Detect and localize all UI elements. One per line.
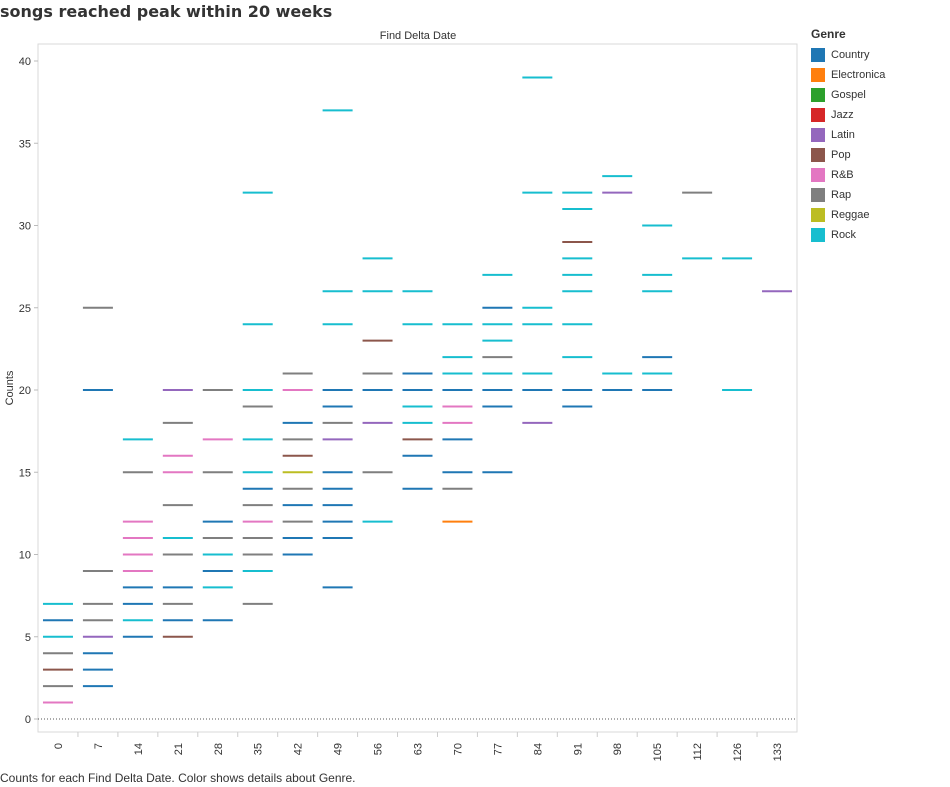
x-axis-ticks: 0 7 14 21 28 35 42 49 56 63 70 77 84 91 98 105 112 126 133 bbox=[53, 732, 784, 761]
x-tick-label: 35 bbox=[253, 743, 265, 755]
legend-title: Genre bbox=[811, 27, 846, 41]
legend-item-pop[interactable]: Pop bbox=[811, 145, 885, 165]
y-tick-label: 15 bbox=[19, 467, 31, 479]
x-tick-label: 28 bbox=[213, 743, 225, 755]
legend-swatch bbox=[811, 88, 825, 102]
legend: Genre Country Electronica Gospel Jazz Latin P… bbox=[811, 27, 885, 245]
legend-label: Rock bbox=[831, 229, 857, 241]
x-tick-label: 77 bbox=[492, 743, 504, 755]
legend-label: Country bbox=[831, 49, 870, 61]
legend-swatch bbox=[811, 228, 825, 242]
legend-swatch bbox=[811, 108, 825, 122]
chart-area: Find Delta Date Counts 0510152025303540 … bbox=[4, 30, 798, 761]
legend-swatch bbox=[811, 68, 825, 82]
legend-swatch bbox=[811, 128, 825, 142]
chart-title: Find Delta Date bbox=[380, 30, 456, 42]
legend-label: R&B bbox=[831, 169, 854, 181]
x-tick-label: 91 bbox=[572, 743, 584, 755]
y-tick-label: 30 bbox=[19, 221, 31, 233]
y-tick-label: 20 bbox=[19, 385, 31, 397]
x-tick-label: 7 bbox=[93, 743, 105, 749]
x-tick-label: 98 bbox=[612, 743, 624, 755]
legend-swatch bbox=[811, 208, 825, 222]
legend-item-electronica[interactable]: Electronica bbox=[811, 65, 885, 85]
legend-item-gospel[interactable]: Gospel bbox=[811, 85, 885, 105]
x-tick-label: 84 bbox=[532, 743, 544, 755]
y-axis-ticks: 0 5 10 15 20 25 30 35 40 bbox=[19, 56, 38, 726]
page-title: songs reached peak within 20 weeks bbox=[0, 2, 333, 21]
x-tick-label: 49 bbox=[333, 743, 345, 755]
legend-item-latin[interactable]: Latin bbox=[811, 125, 885, 145]
legend-label: Gospel bbox=[831, 89, 866, 101]
legend-items: Country Electronica Gospel Jazz Latin Pop R&B R… bbox=[811, 45, 885, 245]
y-tick-label: 40 bbox=[19, 56, 31, 68]
x-tick-label: 112 bbox=[692, 743, 704, 761]
y-tick-label: 0 bbox=[25, 714, 31, 726]
x-tick-label: 105 bbox=[652, 743, 664, 761]
x-tick-label: 14 bbox=[133, 743, 145, 755]
legend-label: Rap bbox=[831, 189, 852, 201]
x-tick-label: 42 bbox=[293, 743, 305, 755]
legend-swatch bbox=[811, 188, 825, 202]
y-axis-label: Counts bbox=[4, 370, 16, 405]
legend-label: Pop bbox=[831, 149, 851, 161]
y-tick-label: 10 bbox=[19, 550, 31, 562]
legend-item-reggae[interactable]: Reggae bbox=[811, 205, 885, 225]
chart-caption: Counts for each Find Delta Date. Color s… bbox=[0, 771, 356, 785]
legend-label: Jazz bbox=[831, 109, 854, 121]
x-tick-label: 63 bbox=[413, 743, 425, 755]
x-tick-label: 126 bbox=[732, 743, 744, 761]
legend-item-jazz[interactable]: Jazz bbox=[811, 105, 885, 125]
legend-item-r-b[interactable]: R&B bbox=[811, 165, 885, 185]
x-tick-label: 133 bbox=[772, 743, 784, 761]
y-tick-label: 5 bbox=[25, 632, 31, 644]
legend-swatch bbox=[811, 168, 825, 182]
y-tick-label: 35 bbox=[19, 138, 31, 150]
x-tick-label: 70 bbox=[452, 743, 464, 755]
x-tick-label: 56 bbox=[373, 743, 385, 755]
plot-frame bbox=[37, 43, 798, 733]
legend-item-rock[interactable]: Rock bbox=[811, 225, 885, 245]
legend-swatch bbox=[811, 48, 825, 62]
legend-label: Reggae bbox=[831, 209, 870, 221]
legend-label: Latin bbox=[831, 129, 855, 141]
data-marks bbox=[42, 76, 793, 704]
x-tick-label: 0 bbox=[53, 743, 65, 749]
legend-swatch bbox=[811, 148, 825, 162]
x-tick-label: 21 bbox=[173, 743, 185, 755]
legend-item-rap[interactable]: Rap bbox=[811, 185, 885, 205]
legend-label: Electronica bbox=[831, 69, 886, 81]
y-tick-label: 25 bbox=[19, 303, 31, 315]
legend-item-country[interactable]: Country bbox=[811, 45, 885, 65]
